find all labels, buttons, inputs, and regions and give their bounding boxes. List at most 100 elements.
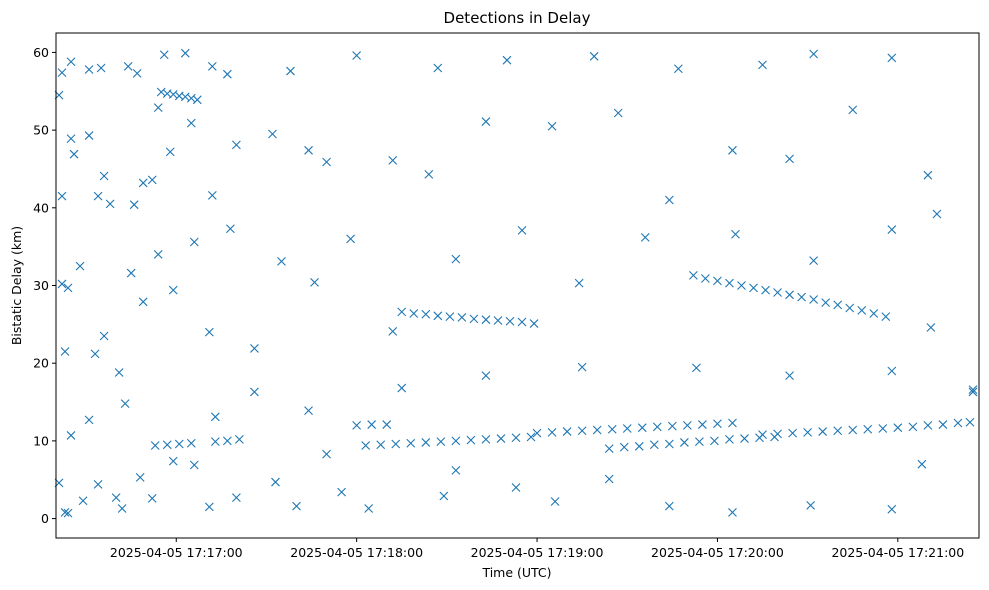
- data-point: [114, 368, 124, 377]
- data-point: [63, 508, 73, 518]
- data-point: [123, 62, 133, 71]
- data-point: [640, 232, 650, 242]
- data-point: [406, 438, 416, 448]
- data-point: [622, 424, 632, 433]
- data-point: [292, 501, 301, 511]
- data-point: [731, 229, 740, 239]
- data-point: [550, 497, 560, 506]
- data-point: [271, 477, 280, 487]
- data-point: [725, 434, 734, 444]
- data-point: [577, 362, 587, 372]
- data-point: [90, 349, 100, 359]
- data-point: [698, 420, 707, 429]
- data-point: [613, 108, 623, 118]
- data-point: [953, 418, 963, 428]
- data-point: [493, 316, 503, 325]
- data-point: [457, 312, 467, 322]
- data-point: [310, 278, 319, 287]
- data-point: [66, 134, 76, 144]
- data-point: [75, 261, 85, 271]
- data-point: [382, 420, 392, 429]
- data-point: [505, 316, 515, 326]
- data-point: [120, 399, 130, 408]
- data-point: [773, 288, 782, 297]
- data-point: [186, 118, 196, 128]
- data-point: [388, 326, 398, 336]
- data-point: [845, 303, 855, 313]
- plot-frame: [55, 32, 980, 539]
- data-point: [168, 456, 178, 466]
- y-tick-label: 50: [33, 123, 49, 138]
- data-point: [833, 300, 843, 310]
- data-point: [968, 385, 978, 394]
- data-point: [932, 209, 942, 219]
- data-point: [304, 145, 313, 155]
- data-point: [168, 285, 178, 295]
- data-point: [232, 493, 241, 502]
- data-point: [529, 319, 539, 328]
- data-point: [517, 225, 527, 235]
- data-point: [713, 276, 722, 286]
- x-tick-label: 2025-04-05 17:21:00: [831, 545, 964, 560]
- y-tick-label: 30: [33, 278, 49, 293]
- data-point: [887, 366, 897, 376]
- data-point: [809, 49, 819, 59]
- data-point: [222, 436, 232, 446]
- data-point: [207, 190, 217, 200]
- data-point: [409, 309, 419, 318]
- data-point: [126, 268, 136, 278]
- data-point: [511, 433, 521, 443]
- data-point: [740, 434, 749, 443]
- data-point: [701, 274, 710, 283]
- data-point: [938, 420, 948, 429]
- data-point: [250, 344, 259, 353]
- data-point: [469, 314, 479, 324]
- data-point: [63, 283, 73, 293]
- data-point: [806, 500, 816, 510]
- data-point: [532, 428, 542, 438]
- data-point: [250, 387, 259, 397]
- data-point: [207, 62, 217, 71]
- y-tick-label: 20: [33, 356, 49, 371]
- data-point: [652, 422, 662, 432]
- data-point: [887, 225, 897, 234]
- data-point: [57, 68, 67, 78]
- data-point: [758, 430, 767, 440]
- data-point: [60, 347, 70, 356]
- data-point: [421, 438, 431, 447]
- data-point: [93, 191, 103, 201]
- data-point: [168, 89, 178, 99]
- data-point: [129, 200, 139, 210]
- x-tick-label: 2025-04-05 17:19:00: [471, 545, 604, 560]
- data-point: [69, 149, 79, 159]
- data-point: [788, 428, 797, 438]
- data-point: [186, 93, 196, 103]
- data-point: [637, 423, 647, 433]
- data-point: [84, 415, 94, 425]
- data-point: [156, 87, 166, 97]
- data-point: [968, 387, 978, 397]
- data-point: [728, 418, 737, 428]
- data-point: [517, 317, 527, 327]
- data-point: [893, 423, 903, 433]
- data-point: [352, 420, 362, 430]
- data-point: [496, 434, 506, 443]
- data-point: [57, 279, 67, 289]
- data-point: [577, 426, 587, 436]
- data-point: [649, 440, 659, 450]
- data-point: [78, 496, 88, 506]
- data-point: [286, 66, 295, 76]
- data-point: [235, 434, 244, 444]
- data-point: [547, 427, 557, 437]
- data-point: [592, 425, 602, 435]
- data-point: [923, 170, 933, 180]
- data-point: [607, 424, 617, 434]
- data-point: [547, 121, 557, 131]
- data-point: [809, 295, 819, 304]
- data-point: [451, 254, 461, 264]
- y-tick-label: 60: [33, 45, 49, 60]
- data-point: [322, 449, 331, 459]
- data-point: [111, 493, 121, 502]
- data-point: [481, 117, 491, 126]
- data-point: [923, 420, 933, 430]
